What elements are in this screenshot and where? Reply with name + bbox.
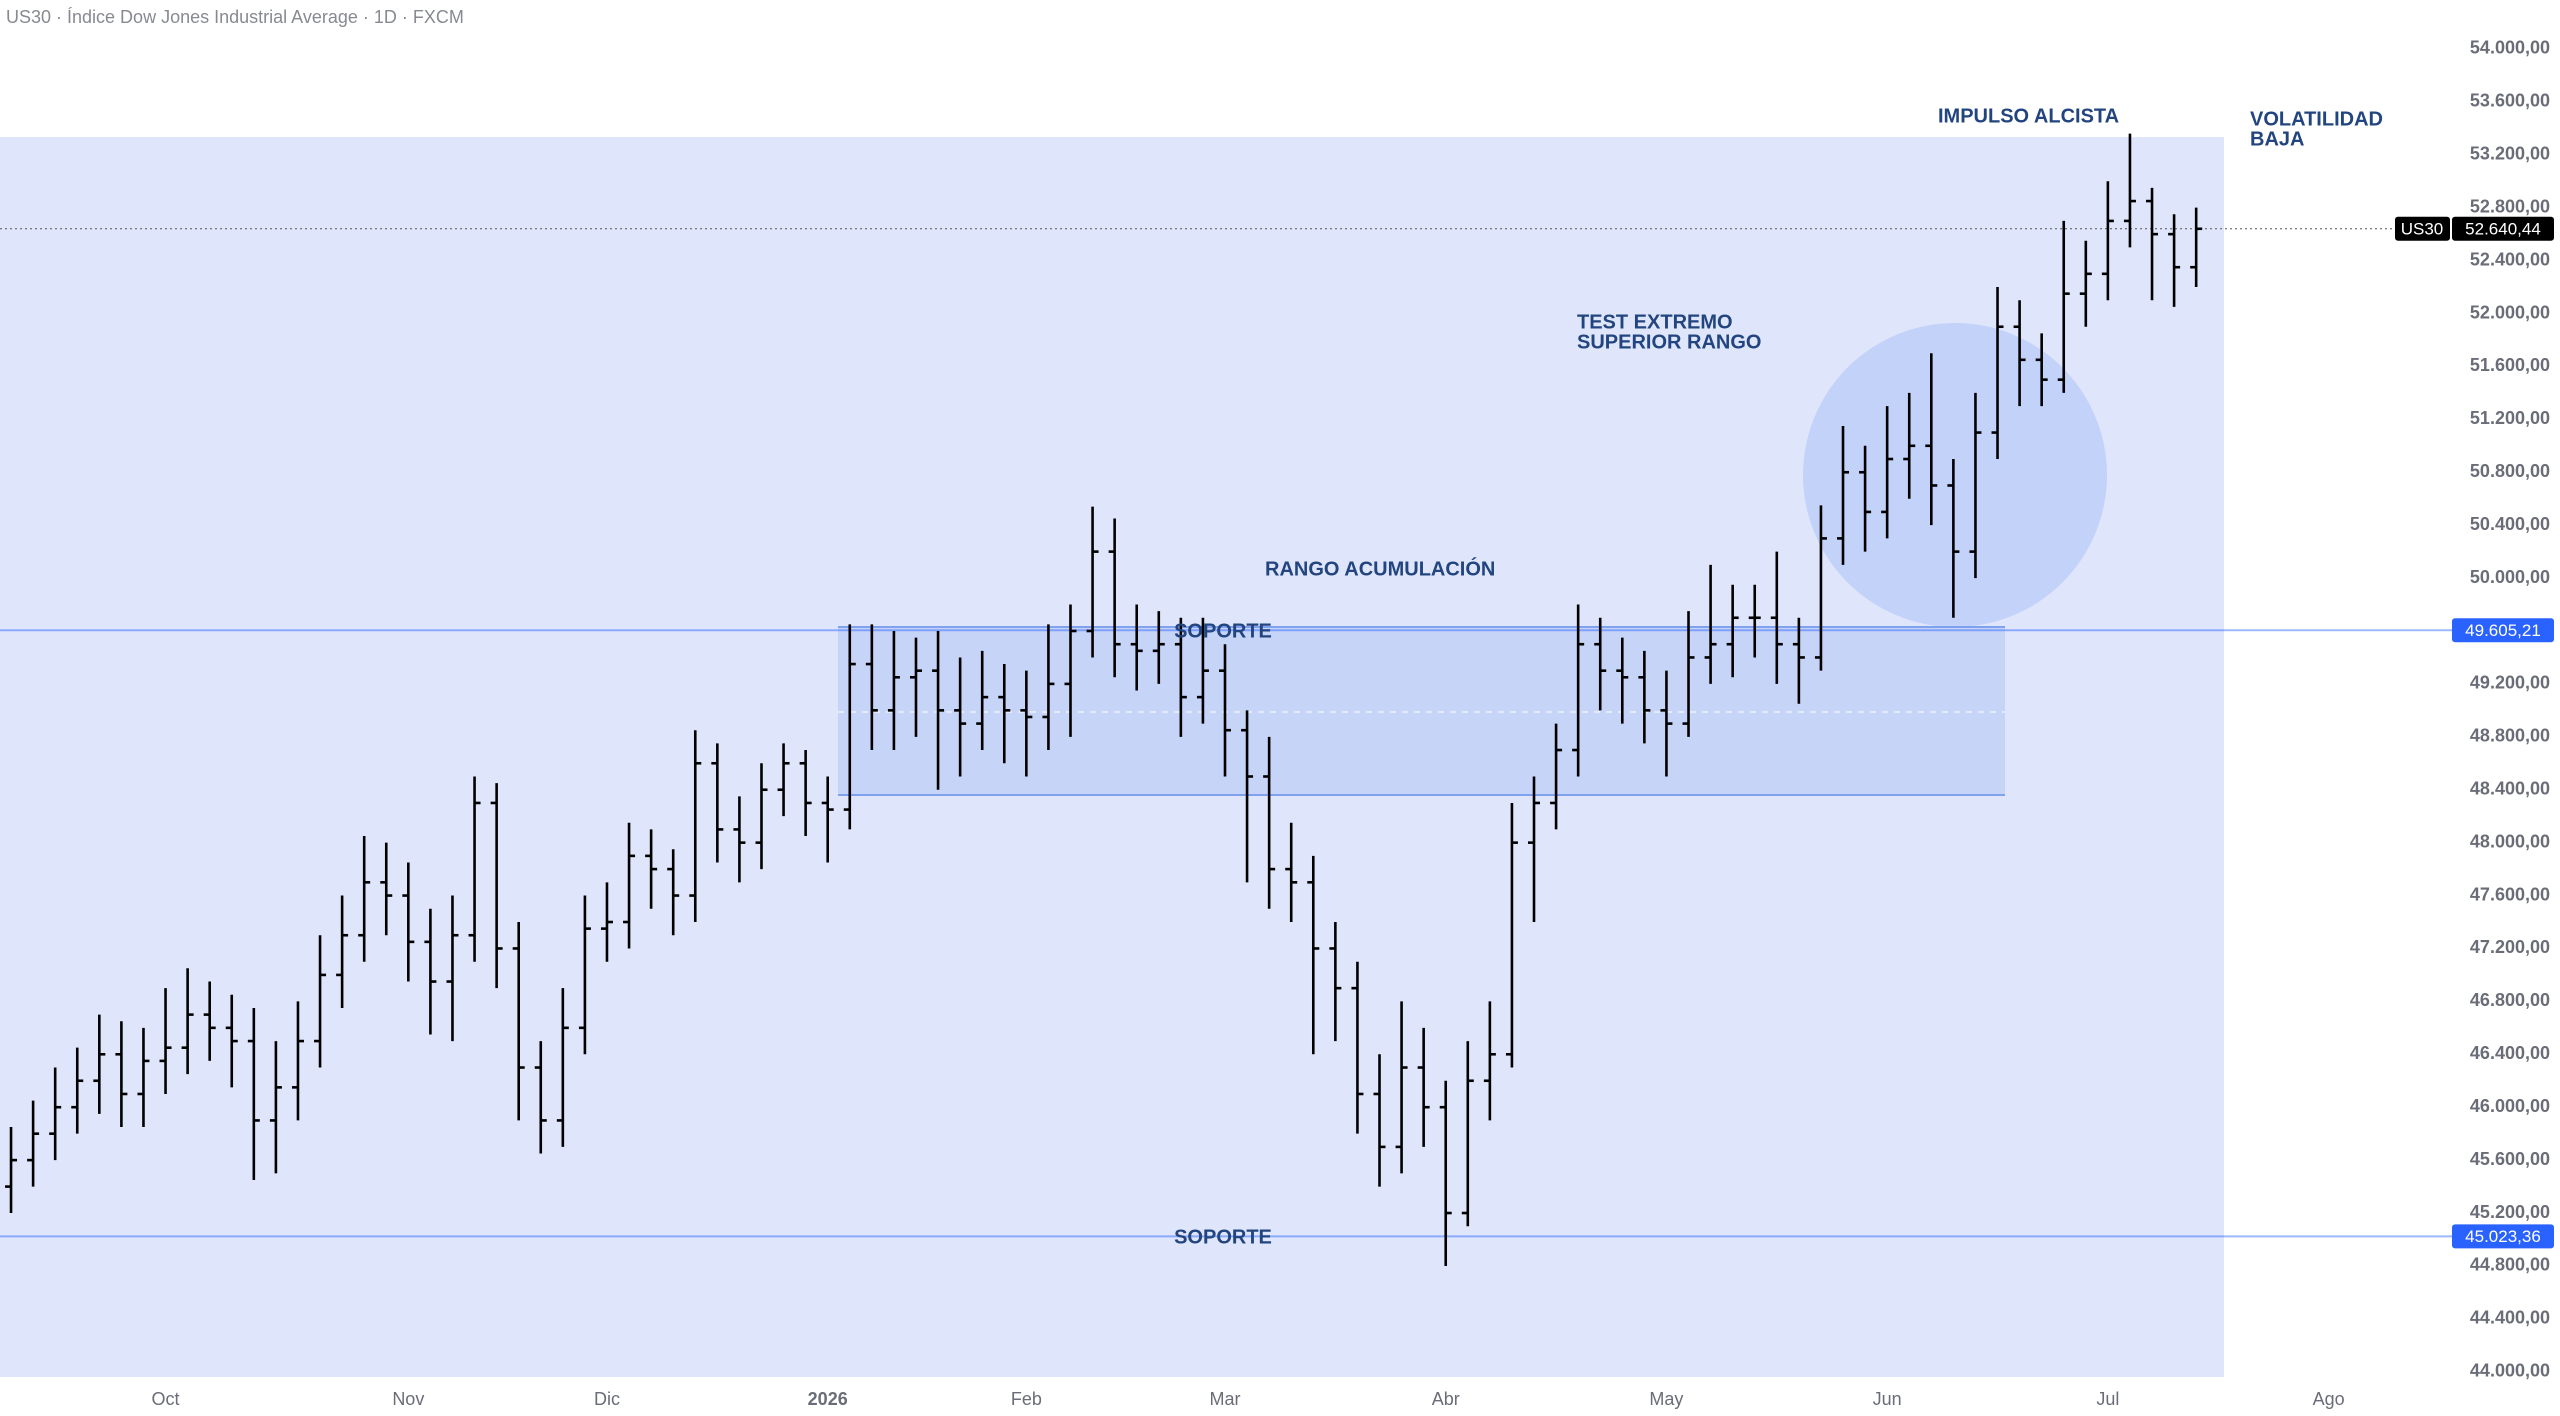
y-tick-label: 44.400,00 (2470, 1308, 2550, 1328)
x-tick-label: Feb (1011, 1389, 1042, 1409)
level-tag (2452, 618, 2554, 643)
y-tick-label: 48.800,00 (2470, 726, 2550, 746)
level-label: 49.605,21 (2465, 621, 2541, 640)
annotation: RANGO ACUMULACIÓN (1265, 556, 1495, 580)
x-tick-label: Dic (594, 1389, 620, 1409)
y-tick-label: 48.000,00 (2470, 831, 2550, 851)
y-tick-label: 45.200,00 (2470, 1202, 2550, 1222)
y-tick-label: 45.600,00 (2470, 1149, 2550, 1169)
level-tag (2452, 1224, 2554, 1249)
annotation: BAJA (2250, 128, 2304, 150)
x-tick-label: Ago (2313, 1389, 2345, 1409)
x-tick-label: Abr (1432, 1389, 1460, 1409)
y-tick-label: 52.000,00 (2470, 302, 2550, 322)
symbol-label: US30 (2401, 219, 2444, 238)
y-tick-label: 47.200,00 (2470, 937, 2550, 957)
chart-title: US30 · Índice Dow Jones Industrial Avera… (6, 7, 464, 27)
annotation: VOLATILIDAD (2250, 108, 2383, 130)
test-circle (1803, 323, 2107, 627)
x-tick-label: Nov (392, 1389, 424, 1409)
x-tick-label: Jun (1873, 1389, 1902, 1409)
x-tick-label: Jul (2096, 1389, 2119, 1409)
levels: 49.605,21 45.023,36 US30 52.640,44 (0, 216, 2554, 1249)
y-tick-label: 50.800,00 (2470, 461, 2550, 481)
annotation: TEST EXTREMO (1577, 311, 1733, 333)
level-label: 45.023,36 (2465, 1227, 2541, 1246)
price-label: 52.640,44 (2465, 219, 2541, 238)
y-tick-label: 52.400,00 (2470, 249, 2550, 269)
y-tick-label: 50.400,00 (2470, 514, 2550, 534)
x-tick-label: Oct (152, 1389, 180, 1409)
annotation: IMPULSO ALCISTA (1938, 105, 2119, 127)
y-tick-label: 49.200,00 (2470, 673, 2550, 693)
y-tick-label: 51.200,00 (2470, 408, 2550, 428)
y-tick-label: 53.600,00 (2470, 91, 2550, 111)
symbol-tag (2395, 216, 2450, 241)
x-tick-label: May (1649, 1389, 1683, 1409)
y-tick-label: 51.600,00 (2470, 355, 2550, 375)
y-tick-label: 52.800,00 (2470, 196, 2550, 216)
y-tick-label: 44.000,00 (2470, 1361, 2550, 1381)
bars (5, 133, 2203, 1266)
y-tick-label: 48.400,00 (2470, 778, 2550, 798)
y-tick-label: 46.000,00 (2470, 1096, 2550, 1116)
annotation: SUPERIOR RANGO (1577, 331, 1761, 353)
y-tick-label: 44.800,00 (2470, 1255, 2550, 1275)
y-tick-label: 50.000,00 (2470, 567, 2550, 587)
annotation: SOPORTE (1174, 1226, 1272, 1248)
y-tick-label: 47.600,00 (2470, 884, 2550, 904)
price-tag (2452, 216, 2554, 241)
range-box (838, 627, 2005, 795)
y-tick-label: 53.200,00 (2470, 144, 2550, 164)
annotation: SOPORTE (1174, 620, 1272, 642)
y-tick-label: 46.400,00 (2470, 1043, 2550, 1063)
y-tick-label: 54.000,00 (2470, 38, 2550, 58)
x-tick-label: 2026 (808, 1389, 848, 1409)
x-tick-label: Mar (1210, 1389, 1241, 1409)
y-tick-label: 46.800,00 (2470, 990, 2550, 1010)
